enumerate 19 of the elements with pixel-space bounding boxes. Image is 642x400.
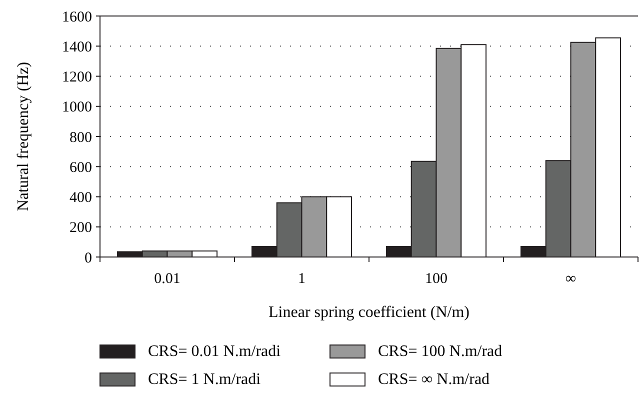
x-tick-label: 0.01 [154, 271, 180, 287]
y-tick-label: 800 [70, 130, 92, 146]
y-tick-label: 1400 [62, 39, 92, 56]
y-tick-label: 1000 [62, 100, 92, 116]
legend-label: CRS= 0.01 N.m/radi [148, 343, 282, 360]
legend-label: CRS= 1 N.m/radi [148, 371, 262, 388]
y-axis-title: Natural frequency (Hz) [15, 62, 32, 212]
x-tick-label: 100 [425, 271, 448, 287]
legend-label: CRS= 100 N.m/rad [378, 343, 502, 360]
x-tick-label: ∞ [565, 271, 576, 287]
legend-label: CRS= ∞ N.m/rad [378, 371, 490, 388]
y-tick-label: 0 [84, 250, 92, 266]
y-tick-label: 600 [70, 160, 92, 176]
x-tick-label: 1 [298, 271, 306, 287]
y-tick-label: 1600 [62, 9, 92, 26]
y-tick-label: 1200 [62, 70, 92, 86]
y-tick-label: 200 [70, 220, 92, 236]
x-axis-title: Linear spring coefficient (N/m) [268, 304, 470, 321]
y-tick-label: 400 [70, 190, 92, 206]
